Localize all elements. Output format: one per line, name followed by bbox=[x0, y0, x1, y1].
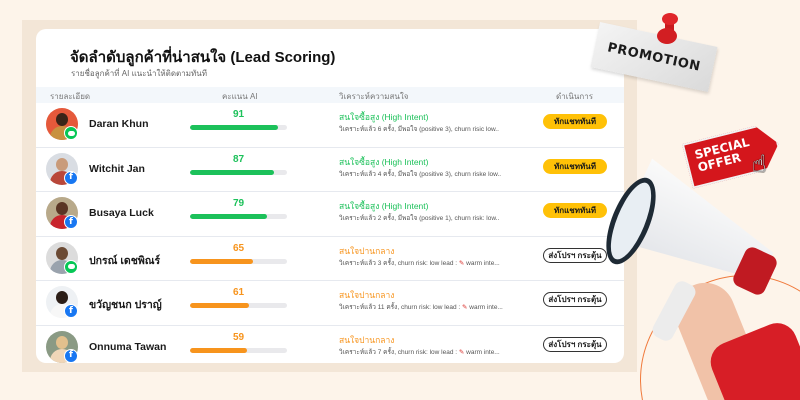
lead-name: Daran Khun bbox=[89, 118, 149, 130]
lead-name: Onnuma Tawan bbox=[89, 340, 167, 353]
ai-score-bar-fill bbox=[190, 169, 275, 175]
analysis-detail-text: วิเคราะห์แล้ว 2 ครั้ง, มีพอใจ (positive … bbox=[339, 215, 500, 222]
pushpin-icon bbox=[665, 22, 674, 31]
ai-score-value: 59 bbox=[232, 331, 245, 343]
table-row[interactable]: f Onnuma Tawan 59 สนใจปานกลาง วิเคราะห์แ… bbox=[36, 326, 624, 364]
table-row[interactable]: ปกรณ์ เดชพิณร์ 65 สนใจปานกลาง วิเคราะห์แ… bbox=[36, 237, 624, 281]
analysis-detail-text: วิเคราะห์แล้ว 3 ครั้ง, churn risk: low l… bbox=[339, 259, 459, 267]
column-header-details: รายละเอียด bbox=[50, 92, 91, 101]
ai-score-bar bbox=[190, 169, 287, 175]
ai-score-bar-fill bbox=[190, 303, 250, 308]
analysis-detail: วิเคราะห์แล้ว 6 ครั้ง, มีพอใจ (positive … bbox=[339, 124, 499, 134]
ai-score-value: 79 bbox=[232, 198, 245, 209]
analysis-detail-text: วิเคราะห์แล้ว 11 ครั้ง, churn risk: low … bbox=[339, 304, 462, 311]
analysis-detail-tail: warm inte... bbox=[464, 348, 500, 356]
ai-score-bar bbox=[190, 125, 287, 130]
avatar-head bbox=[56, 202, 68, 215]
ai-score-bar-fill bbox=[190, 125, 279, 130]
pencil-icon: ✎ bbox=[458, 348, 465, 356]
table-header: รายละเอียด คะแนน AI วิเคราะห์ความสนใจ ดำ… bbox=[36, 87, 624, 103]
special-offer-tag: SPECIAL OFFER bbox=[682, 121, 784, 188]
lead-name: ปกรณ์ เดชพิณร์ bbox=[89, 254, 161, 267]
send-promo-button[interactable]: ส่งโปรฯ กระตุ้น bbox=[543, 336, 607, 352]
pushpin-body-icon bbox=[657, 28, 677, 44]
lead-name: Witchit Jan bbox=[89, 162, 145, 175]
chat-now-button[interactable]: ทักแชททันที bbox=[543, 114, 607, 129]
ai-score-value: 87 bbox=[232, 153, 245, 165]
ai-score-bar bbox=[190, 258, 287, 264]
lead-scoring-card: จัดลำดับลูกค้าที่น่าสนใจ (Lead Scoring) … bbox=[36, 29, 624, 363]
analysis-detail-tail: warm inte... bbox=[467, 304, 503, 311]
avatar-head bbox=[56, 335, 68, 349]
ai-score-bar bbox=[190, 347, 287, 353]
intent-label: สนใจปานกลาง bbox=[339, 245, 395, 256]
avatar-head bbox=[56, 113, 68, 126]
analysis-detail-text: วิเคราะห์แล้ว 7 ครั้ง, churn risk: low l… bbox=[339, 348, 459, 356]
column-header-interest-analysis: วิเคราะห์ความสนใจ bbox=[339, 92, 409, 101]
ai-score-value: 61 bbox=[232, 287, 245, 298]
ai-score-value: 65 bbox=[232, 242, 245, 254]
ai-score-bar-fill bbox=[190, 347, 248, 353]
pencil-icon: ✎ bbox=[462, 304, 468, 311]
analysis-detail: วิเคราะห์แล้ว 7 ครั้ง, churn risk: low l… bbox=[339, 347, 500, 357]
analysis-detail: วิเคราะห์แล้ว 2 ครั้ง, มีพอใจ (positive … bbox=[339, 213, 499, 223]
column-header-action: ดำเนินการ bbox=[556, 92, 593, 101]
lead-name: Busaya Luck bbox=[89, 207, 154, 219]
analysis-detail: วิเคราะห์แล้ว 3 ครั้ง, churn risk: low l… bbox=[339, 258, 500, 268]
intent-label: สนใจซื้อสูง (High Intent) bbox=[339, 112, 429, 122]
pushpin-head-icon bbox=[662, 13, 678, 25]
analysis-detail-text: วิเคราะห์แล้ว 6 ครั้ง, มีพอใจ (positive … bbox=[339, 126, 499, 133]
table-row[interactable]: f ขวัญชนก ปราญ์ 61 สนใจปานกลาง วิเคราะห์… bbox=[36, 281, 624, 326]
lead-table-body: Daran Khun 91 สนใจซื้อสูง (High Intent) … bbox=[36, 103, 624, 363]
send-promo-button[interactable]: ส่งโปรฯ กระตุ้น bbox=[543, 292, 607, 307]
intent-label: สนใจปานกลาง bbox=[339, 290, 395, 300]
ai-score-bar bbox=[190, 303, 287, 308]
intent-label: สนใจซื้อสูง (High Intent) bbox=[339, 201, 429, 211]
facebook-icon: f bbox=[64, 170, 78, 185]
chat-now-button[interactable]: ทักแชททันที bbox=[543, 158, 607, 174]
ai-score-bar-fill bbox=[190, 214, 267, 219]
ai-score-bar-fill bbox=[190, 258, 254, 264]
analysis-detail-tail: warm inte... bbox=[464, 259, 500, 267]
intent-label: สนใจซื้อสูง (High Intent) bbox=[339, 156, 429, 167]
page-title: จัดลำดับลูกค้าที่น่าสนใจ (Lead Scoring) bbox=[70, 49, 336, 66]
analysis-detail: วิเคราะห์แล้ว 4 ครั้ง, มีพอใจ (positive … bbox=[339, 169, 501, 179]
intent-label: สนใจปานกลาง bbox=[339, 334, 395, 345]
column-header-ai-score: คะแนน AI bbox=[222, 92, 258, 101]
ai-score-value: 91 bbox=[232, 109, 245, 120]
line-icon bbox=[64, 259, 78, 274]
page-subtitle: รายชื่อลูกค้าที่ AI แนะนำให้ติดตามทันที bbox=[71, 69, 208, 78]
facebook-icon: f bbox=[64, 215, 78, 229]
avatar-head bbox=[56, 157, 68, 171]
avatar-head bbox=[56, 291, 68, 304]
analysis-detail-text: วิเคราะห์แล้ว 4 ครั้ง, มีพอใจ (positive … bbox=[339, 170, 502, 178]
line-icon bbox=[64, 126, 78, 140]
hand-cursor-icon: ☝ bbox=[752, 151, 767, 178]
facebook-icon: f bbox=[64, 304, 78, 318]
ai-score-bar bbox=[190, 214, 287, 219]
analysis-detail: วิเคราะห์แล้ว 11 ครั้ง, churn risk: low … bbox=[339, 302, 503, 312]
avatar-head bbox=[56, 246, 68, 260]
pencil-icon: ✎ bbox=[458, 259, 465, 267]
facebook-icon: f bbox=[64, 348, 78, 363]
chat-now-button[interactable]: ทักแชททันที bbox=[543, 203, 607, 218]
table-row[interactable]: f Busaya Luck 79 สนใจซื้อสูง (High Inten… bbox=[36, 192, 624, 237]
table-row[interactable]: Daran Khun 91 สนใจซื้อสูง (High Intent) … bbox=[36, 103, 624, 148]
table-row[interactable]: f Witchit Jan 87 สนใจซื้อสูง (High Inten… bbox=[36, 148, 624, 192]
send-promo-button[interactable]: ส่งโปรฯ กระตุ้น bbox=[543, 247, 607, 263]
lead-name: ขวัญชนก ปราญ์ bbox=[89, 299, 162, 311]
